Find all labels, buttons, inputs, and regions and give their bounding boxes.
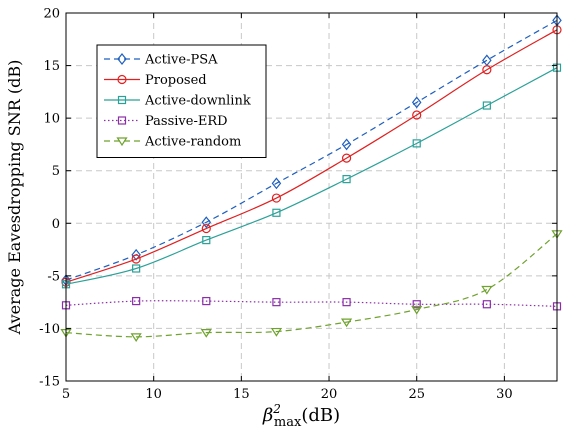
x-axis-label-subscript: max (274, 415, 302, 430)
data-point-active-downlink (482, 101, 491, 110)
series-line-active-random (65, 233, 558, 338)
data-point-active-psa (131, 248, 141, 261)
data-point-active-downlink (132, 264, 141, 273)
data-point-active-downlink (202, 236, 211, 245)
data-point-active-random (200, 329, 212, 338)
x-axis-label-unit: (dB) (301, 405, 340, 426)
data-point-proposed (131, 254, 141, 264)
series-line-proposed (65, 29, 558, 283)
data-point-active-downlink (272, 208, 281, 217)
x-tick-label: 30 (496, 387, 513, 402)
y-tick-label: 20 (43, 7, 60, 22)
x-tick-label: 25 (408, 387, 425, 402)
data-point-passive-erd (202, 296, 211, 306)
legend-marker-active-downlink (117, 95, 127, 105)
x-tick-label: 20 (321, 387, 338, 402)
y-tick-label: 5 (52, 164, 60, 179)
data-point-passive-erd (412, 300, 421, 309)
legend-marker-proposed (117, 74, 127, 85)
x-tick-label: 10 (145, 387, 162, 402)
data-point-passive-erd (272, 298, 281, 307)
legend-label-proposed: Proposed (145, 73, 207, 88)
data-point-proposed (201, 223, 211, 234)
data-point-active-downlink (412, 139, 421, 148)
y-tick-label: 0 (52, 217, 60, 232)
legend-label-active-psa: Active-PSA (144, 53, 218, 68)
x-tick-label: 15 (233, 387, 250, 402)
x-axis-label-superscript: 2 (272, 402, 281, 416)
data-point-active-random (340, 318, 353, 328)
series-line-active-psa (65, 19, 558, 281)
y-tick-label: -5 (47, 269, 60, 284)
data-point-active-random (130, 333, 142, 342)
data-point-active-downlink (342, 175, 351, 184)
data-point-active-random (411, 305, 423, 315)
legend-label-passive-erd: Passive-ERD (145, 114, 228, 129)
x-axis-label: β2 max(dB) (262, 402, 340, 430)
series-passive-erd (61, 296, 562, 311)
series-active-random (60, 230, 563, 342)
data-point-active-psa (341, 138, 352, 151)
axis-ticks: 5 10 15 20 25 30 -15 -10 -5 0 5 10 15 20 (39, 7, 557, 402)
series-layer (60, 14, 563, 342)
data-point-proposed (341, 153, 352, 163)
legend: Active-PSA Proposed Active-downlink Passive… (96, 44, 267, 158)
series-line-active-downlink (65, 67, 558, 285)
y-tick-label: 10 (43, 112, 60, 127)
data-point-passive-erd (482, 300, 491, 309)
data-point-active-psa (271, 177, 282, 190)
y-tick-label: -15 (39, 375, 60, 390)
data-point-passive-erd (132, 296, 141, 306)
legend-label-active-downlink: Active-downlink (144, 94, 251, 109)
legend-marker-passive-erd (117, 116, 127, 125)
plot-area-border (65, 12, 558, 382)
y-tick-label: 15 (43, 59, 60, 74)
data-point-proposed (271, 193, 282, 203)
y-tick-label: -10 (39, 322, 60, 337)
data-point-active-psa (201, 216, 212, 229)
legend-marker-active-psa (117, 53, 127, 65)
data-point-passive-erd (342, 298, 351, 307)
x-tick-label: 5 (62, 387, 70, 402)
data-point-proposed (482, 65, 492, 75)
data-point-proposed (412, 110, 422, 120)
legend-label-active-random: Active-random (144, 135, 241, 150)
data-point-active-random (481, 285, 493, 295)
legend-marker-active-random (116, 137, 128, 147)
series-line-passive-erd (65, 300, 558, 307)
x-axis-label-base: β (262, 405, 273, 426)
y-axis-label: Average Eavesdropping SNR (dB) (5, 60, 24, 336)
data-point-active-psa (411, 96, 422, 109)
data-point-active-random (270, 327, 283, 337)
